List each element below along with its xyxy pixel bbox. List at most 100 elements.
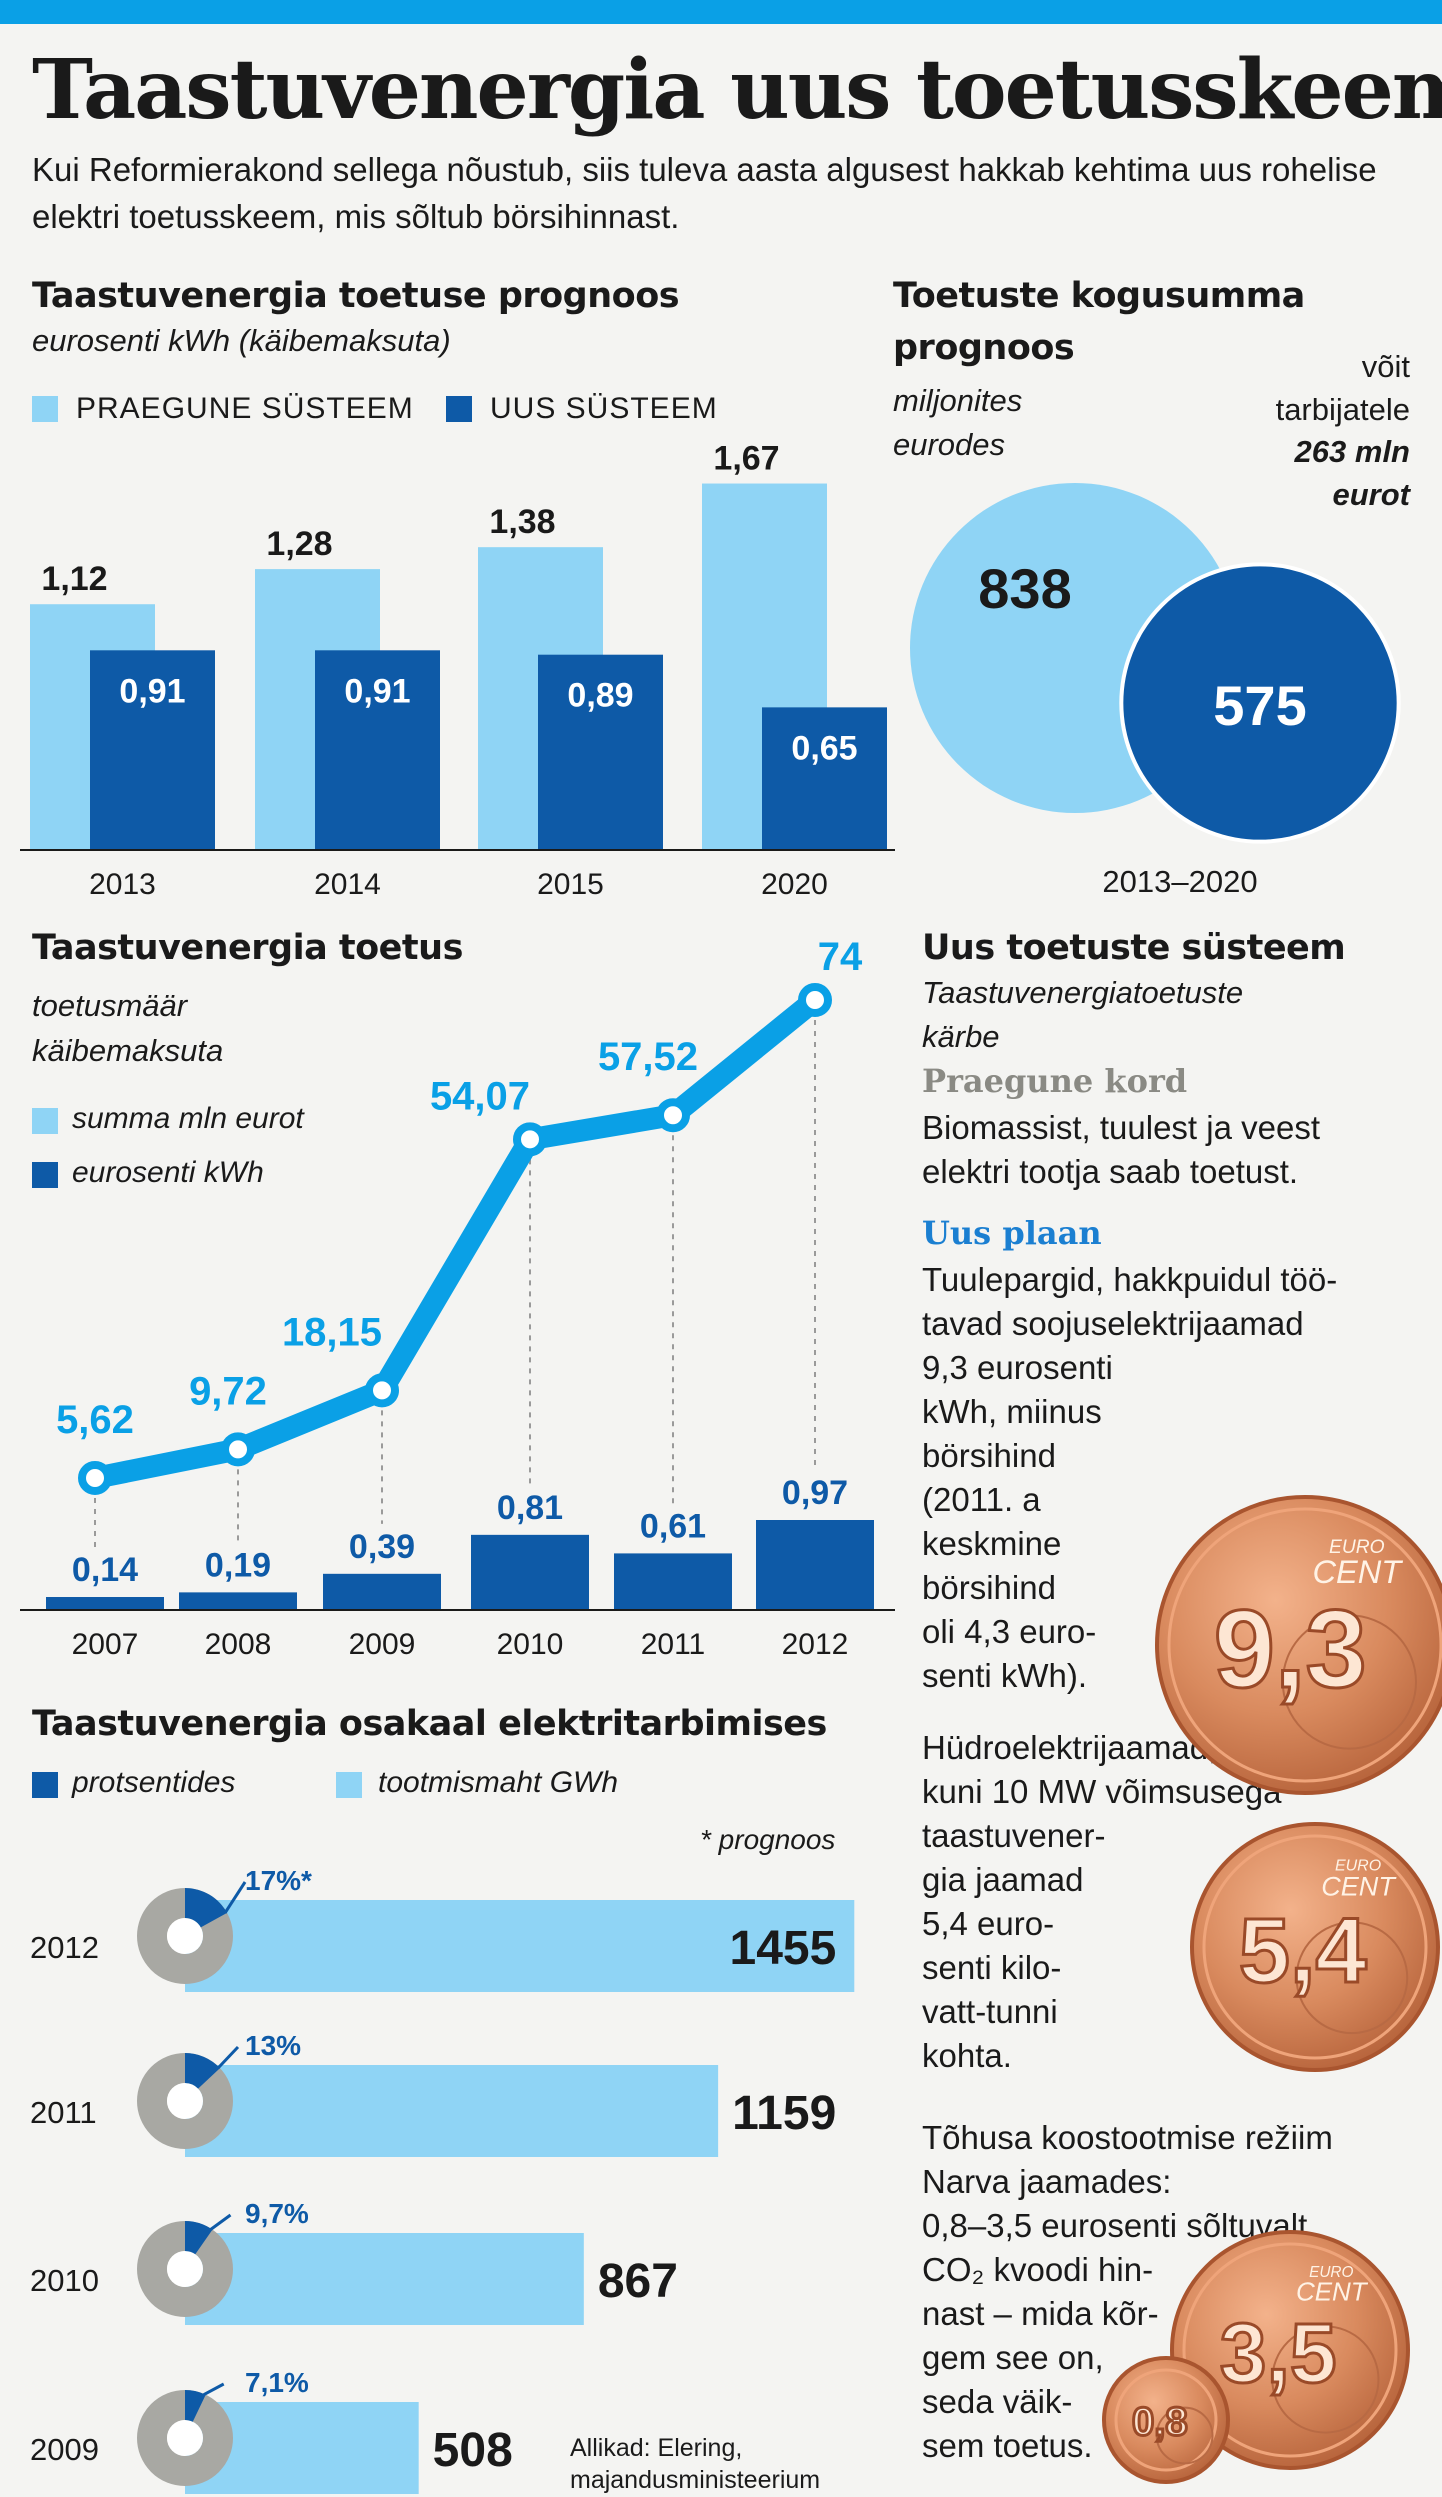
current-line1: Biomassist, tuulest ja veest [922, 1109, 1320, 1146]
venn-sub-line2: eurodes [893, 427, 1006, 462]
plan1-line-8: oli 4,3 euro- [922, 1613, 1097, 1650]
venn-diagram: 838 575 2013–2020 võit tarbijatele 263 mln eur… [910, 349, 1412, 899]
plan3-line-5: gem see on, [922, 2339, 1104, 2376]
gwh-label-2011: 1159 [732, 2087, 836, 2140]
coin-brand2: CENT [1321, 1871, 1397, 1901]
venn-circle-new [1119, 562, 1401, 844]
plan3-line-3: CO₂ kvoodi hin- [922, 2251, 1154, 2288]
rate-label-2008: 0,19 [205, 1546, 271, 1584]
plan1-line-9: senti kWh). [922, 1657, 1088, 1694]
sum-label-2012: 74 [818, 935, 863, 979]
donut-pointer-2010 [209, 2213, 232, 2231]
legend-current-swatch [32, 396, 58, 422]
rate-label-2010: 0,81 [497, 1489, 563, 1527]
row-label-2009: 2009 [30, 2432, 99, 2467]
sum-label-2009: 18,15 [282, 1310, 382, 1354]
plan1-text: Tuulepargid, hakkpuidul töö-tavad soojus… [922, 1258, 1337, 1698]
plan2-line-5: senti kilo- [922, 1949, 1062, 1986]
label-current-2014: 1,28 [266, 525, 332, 563]
rate-bar-2011 [614, 1553, 732, 1610]
sum-line [84, 989, 826, 1489]
donut-hole-2010 [167, 2251, 203, 2287]
coin-value: 5,4 [1239, 1900, 1367, 2002]
rate-label-2011: 0,61 [640, 1507, 706, 1545]
sources-line1: Allikad: Elering, [570, 2434, 743, 2462]
forecast-bar-chart: 1,12 0,91 2013 1,28 0,91 2014 1,38 0,89 2015 1,67… [20, 440, 895, 901]
rate-bar-2008 [179, 1592, 297, 1610]
donut-label-2011: 13% [245, 2030, 301, 2061]
coin-value: 0,8 [1132, 2400, 1188, 2444]
right-panel-subtitle-line2: kärbe [922, 1019, 1000, 1054]
donut-slice-2011 [185, 2053, 220, 2089]
sum-label-2010: 54,07 [430, 1074, 530, 1118]
coin-globe [1281, 1614, 1417, 1750]
legend-percent-swatch [32, 1772, 58, 1798]
bar-new-2015 [538, 654, 663, 850]
coin-4: 0,8 [1102, 2356, 1230, 2484]
plan1-line-7: börsihind [922, 1569, 1056, 1606]
plan2-line-4: 5,4 euro- [922, 1905, 1055, 1942]
legend-sum-label: summa mln eurot [72, 1102, 304, 1135]
tick-2007: 2007 [72, 1628, 139, 1661]
current-line2: elektri tootja saab toetust. [922, 1153, 1299, 1190]
donut-label-2009: 7,1% [245, 2367, 309, 2398]
plan-heading: Uus plaan [922, 1214, 1102, 1252]
coin-rim [1182, 2242, 1398, 2458]
label-current-2020: 1,67 [713, 440, 779, 478]
rate-label-2007: 0,14 [72, 1551, 138, 1589]
sum-point-2007 [78, 1461, 112, 1495]
plan3-text: Tõhusa koostootmise režiim Narva jaamades… [922, 2116, 1333, 2468]
coin-rim [1202, 1834, 1428, 2060]
sum-label-2008: 9,72 [189, 1369, 267, 1413]
share-bar-chart: 1455 2012 17%* 1159 2011 13% 867 2010 9,7% 508 200… [30, 1865, 855, 2494]
venn-sub-line1: miljonites [893, 383, 1023, 418]
plan1-line-1: tavad soojuselektrijaamad [922, 1305, 1304, 1342]
right-panel-subtitle-line1: Taastuvenergiatoetuste [922, 975, 1244, 1010]
row-label-2011: 2011 [30, 2095, 97, 2130]
legend-new-swatch [446, 396, 472, 422]
gwh-bar-2011 [185, 2065, 719, 2157]
label-new-2015: 0,89 [567, 677, 633, 715]
coin-disc [1170, 2230, 1410, 2470]
row-label-2012: 2012 [30, 1930, 99, 1965]
venn-value-current: 838 [978, 557, 1071, 620]
donut-hole-2009 [167, 2420, 203, 2456]
donut-slice-2010 [185, 2221, 213, 2255]
gwh-bar-2010 [185, 2233, 584, 2325]
legend-percent-label: protsentides [72, 1766, 236, 1799]
donut-pointer-2012 [223, 1881, 247, 1914]
label-new-2014: 0,91 [344, 672, 410, 710]
donut-pointer-2011 [216, 2045, 240, 2070]
coin-rim [1114, 2368, 1218, 2472]
venn-xlabel: 2013–2020 [1102, 864, 1257, 899]
plan2-line-1: kuni 10 MW võimsusega [922, 1773, 1282, 1810]
bar-new-2020 [762, 707, 887, 850]
plan1-line-4: börsihind [922, 1437, 1056, 1474]
venn-note-line-2: 263 mln [1294, 434, 1410, 469]
donut-hole-2012 [167, 1918, 203, 1954]
chart3-subtitle-line2: käibemaksuta [32, 1033, 224, 1068]
gwh-label-2012: 1455 [730, 1922, 837, 1975]
coin-brand1: EURO [1309, 2264, 1353, 2281]
plan2-text: Hüdroelektrijaamad, muud kuni 10 MW võims… [922, 1726, 1309, 2078]
sum-point-2010 [513, 1122, 547, 1157]
rate-label-2012: 0,97 [782, 1474, 848, 1512]
donut-slice-2012 [185, 1888, 228, 1928]
coin-brand1: EURO [1329, 1537, 1385, 1558]
current-heading: Praegune kord [922, 1062, 1188, 1100]
gwh-label-2010: 867 [598, 2255, 678, 2308]
venn-value-new: 575 [1213, 674, 1306, 737]
legend-gwh-label: tootmismaht GWh [378, 1766, 619, 1799]
gwh-label-2009: 508 [433, 2424, 513, 2477]
chart4-title: Taastuvenergia osakaal elektritarbimises [32, 1704, 827, 1744]
coin-brand1: EURO [1335, 1858, 1381, 1875]
donut-pointer-2009 [203, 2382, 225, 2397]
legend-current-label: PRAEGUNE SÜSTEEM [76, 392, 414, 425]
coin-value: 3,5 [1220, 2306, 1337, 2400]
legend-new-label: UUS SÜSTEEM [490, 392, 718, 425]
plan1-line-6: keskmine [922, 1525, 1062, 1562]
label-new-2013: 0,91 [119, 672, 185, 710]
plan2-line-3: gia jaamad [922, 1861, 1084, 1898]
